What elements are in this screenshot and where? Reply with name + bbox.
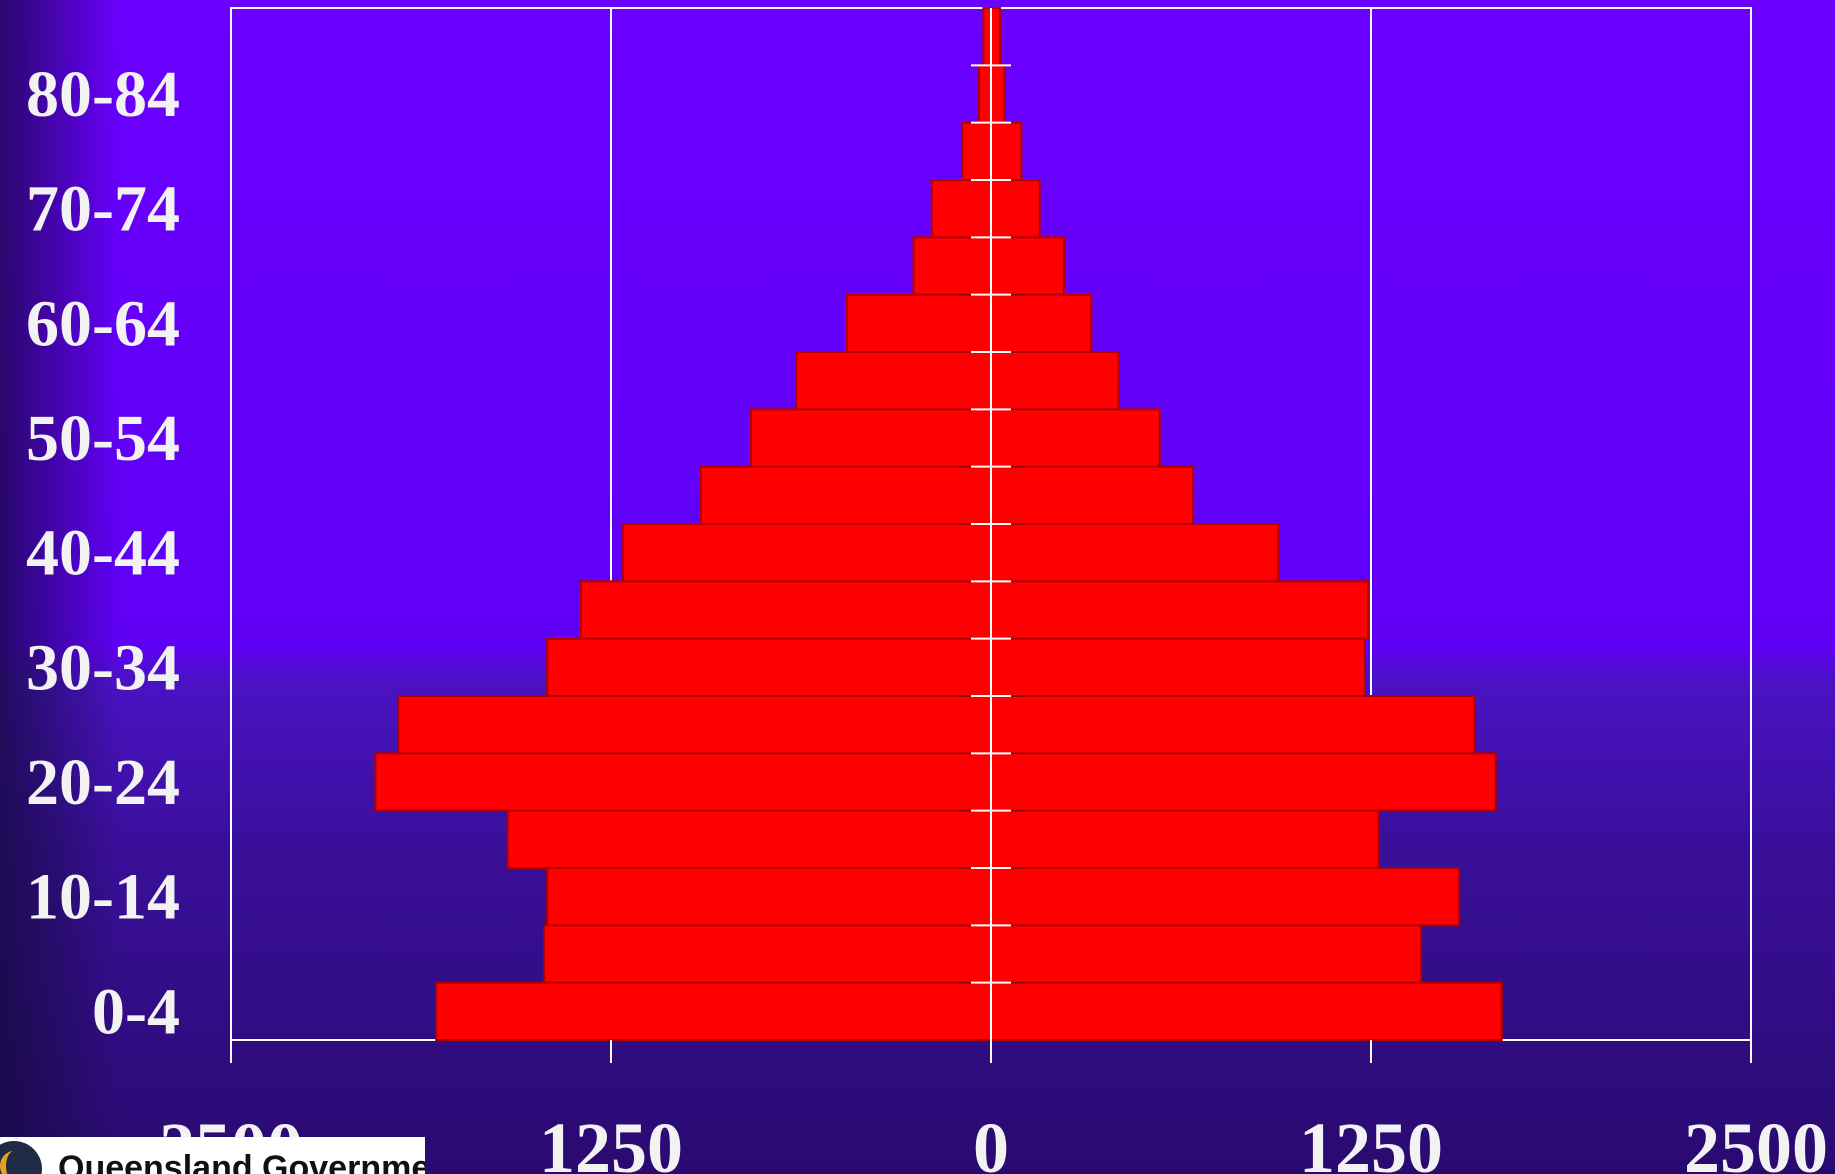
y-axis-labels: 0-4 10-14 20-24 30-34 40-44 50-54 60-64 70-74 80…	[26, 58, 180, 1048]
bar-right-35-39	[990, 580, 1369, 640]
bar-right-5-9	[990, 924, 1423, 984]
bar-right-0-4	[990, 981, 1503, 1042]
bar-right-30-34	[990, 637, 1366, 698]
y-tick-label-30-34: 30-34	[26, 631, 180, 704]
logo-text: Queensland Government	[58, 1149, 425, 1174]
bar-right-50-54	[990, 408, 1161, 468]
background-shade	[0, 0, 120, 1174]
y-tick-label-40-44: 40-44	[26, 517, 180, 590]
y-tick-label-60-64: 60-64	[26, 287, 180, 360]
bar-left-45-49	[699, 465, 992, 525]
bar-left-30-34	[546, 637, 992, 698]
bar-left-80-84	[977, 64, 993, 124]
bar-left-60-64	[845, 293, 992, 353]
y-tick-label-10-14: 10-14	[26, 861, 180, 934]
y-tick-label-0-4: 0-4	[92, 975, 180, 1048]
bar-left-70-74	[930, 179, 992, 239]
y-tick-label-80-84: 80-84	[26, 58, 180, 131]
bar-left-75-79	[961, 121, 992, 181]
bar-left-35-39	[579, 580, 992, 640]
bar-left-65-69	[912, 236, 992, 296]
bar-left-20-24	[374, 752, 992, 812]
bar-left-25-29	[397, 695, 992, 755]
bar-right-85+	[990, 7, 1002, 67]
bar-right-70-74	[990, 179, 1041, 239]
x-tick-label-4: 2500	[1684, 1108, 1828, 1174]
bar-left-50-54	[749, 408, 993, 468]
bar-right-60-64	[990, 293, 1093, 353]
bar-left-55-59	[795, 351, 992, 411]
y-tick-label-50-54: 50-54	[26, 402, 180, 475]
bar-left-10-14	[546, 867, 992, 927]
x-tick-label-2: 0	[973, 1108, 1009, 1174]
x-tick-label-3: 1250	[1299, 1108, 1443, 1174]
bar-left-5-9	[543, 924, 992, 984]
logo-icon	[0, 1141, 42, 1174]
bar-right-75-79	[990, 121, 1023, 181]
bar-right-15-19	[990, 809, 1380, 870]
bar-left-0-4	[435, 981, 992, 1042]
bar-right-55-59	[990, 351, 1120, 411]
bar-right-45-49	[990, 465, 1195, 525]
bar-right-10-14	[990, 867, 1461, 927]
y-tick-label-20-24: 20-24	[26, 746, 180, 819]
bar-right-65-69	[990, 236, 1065, 296]
bar-left-40-44	[622, 523, 992, 583]
bar-right-40-44	[990, 523, 1280, 583]
y-tick-label-70-74: 70-74	[26, 173, 180, 246]
bars	[374, 7, 1503, 1042]
logo: Queensland Government	[0, 1137, 425, 1174]
bar-right-80-84	[990, 64, 1006, 124]
bar-left-85+	[982, 7, 993, 67]
bar-left-15-19	[506, 809, 992, 870]
bar-right-20-24	[990, 752, 1497, 812]
x-tick-label-1: 1250	[539, 1108, 683, 1174]
axes	[230, 8, 1752, 1063]
bar-right-25-29	[990, 695, 1476, 755]
